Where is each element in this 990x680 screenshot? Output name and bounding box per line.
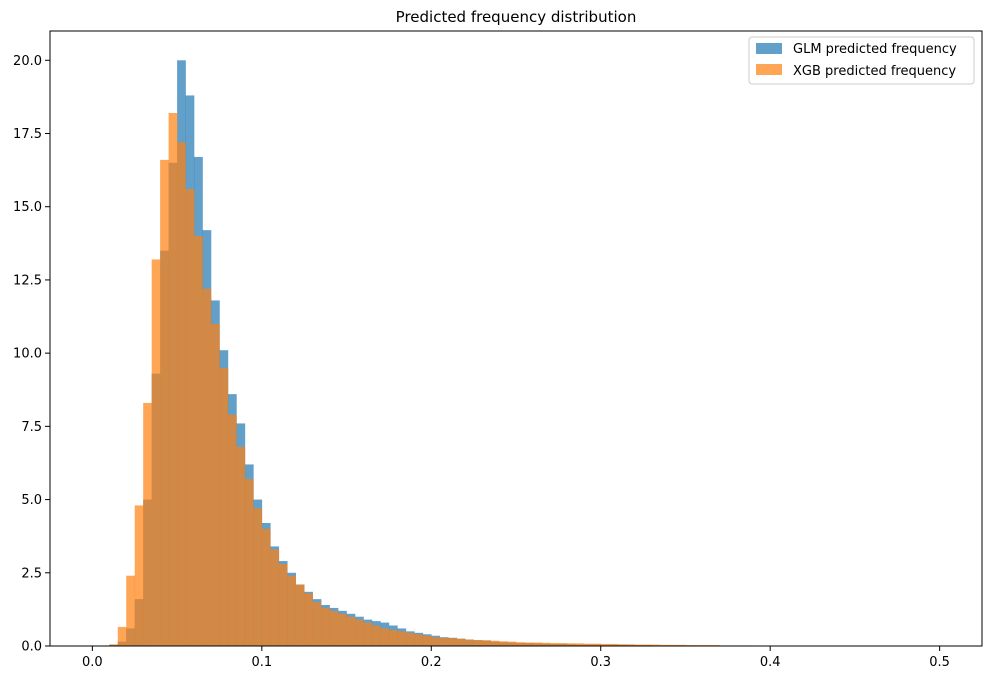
x-tick-label: 0.5 — [929, 655, 950, 670]
histogram-bar-xgb — [278, 564, 288, 646]
x-tick-label: 0.3 — [590, 655, 611, 670]
histogram-bar-xgb — [456, 638, 466, 646]
histogram-bar-xgb — [236, 446, 246, 646]
histogram-bar-xgb — [160, 159, 169, 647]
plot-frame — [49, 30, 983, 647]
histogram-bar-xgb — [371, 625, 381, 646]
histogram-bar-xgb — [185, 189, 195, 646]
x-tick-label: 0.0 — [82, 655, 103, 670]
histogram-bar-xgb — [168, 113, 178, 646]
histogram-bar-xgb — [270, 549, 280, 646]
histogram-bar-xgb — [499, 641, 508, 646]
x-tick-label: 0.2 — [421, 655, 442, 670]
y-tick-label: 20.0 — [13, 54, 42, 69]
histogram-bar-xgb — [439, 637, 449, 646]
histogram-bar-xgb — [210, 323, 220, 646]
histogram-bar-xgb — [676, 644, 686, 646]
histogram-bar-xgb — [312, 602, 322, 646]
x-tick-label: 0.1 — [251, 655, 272, 670]
y-tick-label: 2.5 — [21, 566, 42, 581]
histogram-bar-xgb — [558, 643, 568, 646]
histogram-bar-xgb — [405, 632, 415, 646]
histogram-bar-xgb — [151, 259, 161, 646]
y-tick-label: 15.0 — [13, 200, 42, 215]
histogram-bar-xgb — [397, 631, 407, 646]
histogram-bar-xgb — [134, 505, 144, 646]
histogram-bar-xgb — [117, 626, 127, 646]
histogram-bar-xgb — [651, 644, 661, 646]
histogram-bar-xgb — [304, 593, 313, 646]
y-tick-label: 10.0 — [13, 347, 42, 362]
histogram-bar-xgb — [617, 644, 627, 646]
histogram-bar-xgb — [295, 584, 305, 646]
histogram-bar-xgb — [626, 644, 635, 646]
y-tick-label: 17.5 — [13, 127, 42, 142]
histogram-bar-xgb — [329, 610, 339, 646]
histogram-bar-xgb — [109, 644, 119, 646]
histogram-bar-xgb — [143, 402, 152, 646]
histogram-bar-xgb — [575, 643, 585, 646]
histogram-bar-xgb — [346, 616, 356, 646]
histogram-bar-xgb — [126, 575, 136, 646]
legend-frame — [748, 36, 975, 85]
histogram-bar-xgb — [261, 528, 271, 646]
histogram-bar-xgb — [660, 644, 669, 646]
histogram-bar-xgb — [194, 236, 203, 646]
histogram-bar-xgb — [380, 628, 390, 646]
legend-label-xgb: XGB predicted frequency — [793, 64, 956, 79]
histogram-bar-xgb — [219, 367, 229, 646]
histogram-bar-xgb — [177, 142, 186, 647]
legend-label-glm: GLM predicted frequency — [793, 42, 957, 57]
legend: GLM predicted frequency XGB predicted fr… — [748, 36, 975, 85]
histogram-bar-xgb — [287, 575, 297, 646]
histogram-bar-xgb — [668, 644, 678, 646]
histogram-bar-xgb — [253, 508, 263, 646]
histogram-bar-xgb — [490, 640, 500, 646]
histogram-bar-xgb — [524, 642, 534, 646]
histogram-bar-xgb — [422, 635, 432, 646]
histogram-bar-xgb — [643, 644, 652, 646]
chart-title: Predicted frequency distribution — [396, 8, 637, 26]
histogram-bar-xgb — [507, 641, 517, 646]
histogram-bar-xgb — [338, 613, 347, 646]
histogram-bar-xgb — [609, 643, 618, 646]
histogram-bar-xgb — [566, 643, 576, 646]
x-tick-label: 0.4 — [760, 655, 781, 670]
histogram-bar-xgb — [600, 643, 610, 646]
histogram-bar-xgb — [583, 643, 593, 646]
bars-layer — [109, 60, 830, 647]
histogram-bar-xgb — [448, 638, 457, 646]
histogram-bar-xgb — [202, 288, 212, 646]
histogram-bar-xgb — [388, 629, 398, 646]
histogram-bar-xgb — [516, 642, 525, 646]
legend-swatch-xgb — [756, 64, 782, 75]
y-tick-label: 0.0 — [21, 640, 42, 655]
histogram-bar-xgb — [634, 644, 644, 646]
y-axis: 0.0 2.5 5.0 7.5 10.0 12.5 15.0 17.5 20.0 — [13, 54, 50, 655]
y-tick-label: 12.5 — [13, 273, 42, 288]
histogram-bar-xgb — [473, 640, 483, 646]
histogram-bar-xgb — [431, 637, 441, 646]
histogram-bar-xgb — [244, 479, 254, 646]
legend-swatch-glm — [756, 43, 782, 54]
y-tick-label: 5.0 — [21, 493, 42, 508]
histogram-bar-xgb — [532, 642, 542, 646]
histogram-bar-xgb — [482, 640, 491, 646]
histogram-bar-xgb — [227, 414, 237, 646]
histogram-bar-xgb — [321, 607, 330, 646]
histogram-bar-xgb — [541, 642, 551, 646]
histogram-bar-xgb — [465, 639, 474, 646]
histogram-bar-xgb — [414, 634, 424, 646]
histogram-bar-xgb — [363, 622, 373, 646]
histogram-bar-xgb — [355, 619, 364, 646]
x-axis: 0.0 0.1 0.2 0.3 0.4 0.5 — [82, 646, 950, 670]
histogram-bar-xgb — [592, 643, 602, 646]
y-tick-label: 7.5 — [21, 420, 42, 435]
histogram-bar-xgb — [549, 643, 559, 646]
